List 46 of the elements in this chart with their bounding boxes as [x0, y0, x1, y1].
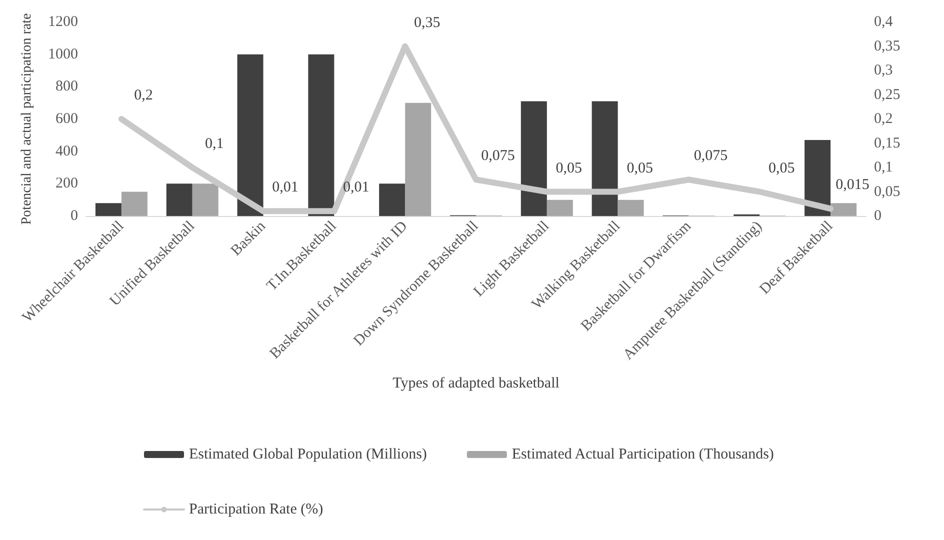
x-axis-title: Types of adapted basketball: [392, 376, 560, 392]
y-tick-label: 1000: [48, 46, 78, 62]
bar: [308, 54, 334, 216]
data-label: 0,05: [556, 160, 582, 176]
legend-label: Estimated Actual Participation (Thousands): [512, 446, 774, 462]
bar: [520, 101, 547, 216]
y-tick-label: 200: [56, 176, 78, 192]
y2-tick-label: 0: [874, 208, 882, 224]
bar: [95, 203, 122, 216]
y2-tick-label: 0,4: [874, 14, 894, 30]
data-label: 0,1: [204, 136, 224, 152]
y-tick-label: 1200: [48, 14, 78, 30]
y2-tick-label: 0,35: [874, 38, 900, 54]
data-label: 0,05: [626, 160, 653, 176]
y-tick-label: 600: [56, 111, 78, 127]
data-label: 0,075: [694, 148, 728, 164]
data-label: 0,05: [768, 160, 795, 176]
data-label: 0,01: [272, 180, 298, 196]
bar: [237, 54, 264, 216]
bar: [804, 140, 831, 216]
bar: [379, 184, 406, 216]
bar: [192, 184, 218, 216]
y2-tick-label: 0,3: [874, 62, 893, 78]
bar: [618, 200, 644, 216]
bar: [546, 200, 573, 216]
y-tick-label: 0: [70, 208, 78, 224]
legend-label: Estimated Global Population (Millions): [189, 446, 427, 462]
y-axis-title: Potencial and actual participation rate: [20, 13, 34, 225]
data-label: 0,015: [836, 177, 870, 194]
data-label: 0,01: [343, 180, 370, 196]
bar: [592, 101, 618, 216]
y-tick-label: 400: [56, 143, 78, 160]
y2-tick-label: 0,2: [874, 111, 893, 127]
bar: [830, 203, 857, 216]
data-label: 0,2: [134, 88, 153, 104]
y-tick-label: 800: [56, 78, 78, 95]
y2-tick-label: 0,1: [874, 160, 893, 176]
data-label: 0,35: [414, 14, 440, 31]
y2-tick-label: 0,15: [874, 135, 900, 152]
bar: [166, 184, 192, 216]
data-label: 0,075: [481, 148, 515, 164]
legend-label: Participation Rate (%): [189, 502, 324, 518]
bar: [121, 192, 148, 216]
y2-tick-label: 0,05: [874, 184, 900, 200]
y2-tick-label: 0,25: [874, 86, 900, 103]
bar: [405, 102, 432, 216]
